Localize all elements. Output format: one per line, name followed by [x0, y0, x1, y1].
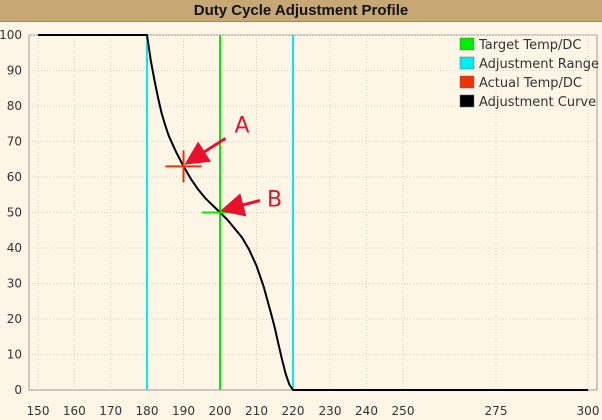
y-tick-label: 0 — [14, 383, 22, 397]
x-tick-label: 180 — [136, 404, 159, 418]
annotation-label: A — [235, 113, 250, 138]
chart-title-bar: Duty Cycle Adjustment Profile — [0, 0, 602, 22]
x-tick-label: 210 — [245, 404, 268, 418]
annotation-arrow — [184, 137, 227, 165]
legend-swatch — [459, 56, 475, 70]
annotation-arrow — [220, 193, 261, 217]
x-tick-label: 300 — [577, 404, 600, 418]
y-tick-label: 30 — [7, 277, 22, 291]
x-tick-label: 220 — [282, 404, 305, 418]
x-tick-label: 160 — [63, 404, 86, 418]
legend-label: Adjustment Curve — [479, 95, 596, 110]
x-tick-label: 150 — [27, 404, 50, 418]
legend-swatch — [459, 37, 475, 51]
x-tick-label: 275 — [485, 404, 508, 418]
legend-swatch — [459, 75, 475, 89]
y-tick-label: 60 — [7, 170, 22, 184]
y-tick-label: 10 — [7, 348, 22, 362]
y-tick-label: 70 — [7, 135, 22, 149]
y-tick-label: 20 — [7, 312, 22, 326]
chart-title: Duty Cycle Adjustment Profile — [193, 2, 409, 19]
x-tick-label: 200 — [209, 404, 232, 418]
x-tick-label: 240 — [355, 404, 378, 418]
x-tick-label: 190 — [172, 404, 195, 418]
annotation-label: B — [267, 188, 282, 213]
legend-label: Actual Temp/DC — [479, 76, 582, 91]
x-tick-label: 170 — [99, 404, 122, 418]
y-tick-label: 50 — [7, 206, 22, 220]
legend-swatch — [459, 94, 475, 108]
y-tick-label: 100 — [0, 28, 22, 42]
x-tick-label: 230 — [319, 404, 342, 418]
x-tick-label: 250 — [392, 404, 415, 418]
legend-label: Target Temp/DC — [478, 38, 581, 53]
y-tick-label: 90 — [7, 64, 22, 78]
legend-label: Adjustment Range — [479, 57, 599, 72]
y-tick-label: 80 — [7, 99, 22, 113]
y-tick-label: 40 — [7, 241, 22, 255]
